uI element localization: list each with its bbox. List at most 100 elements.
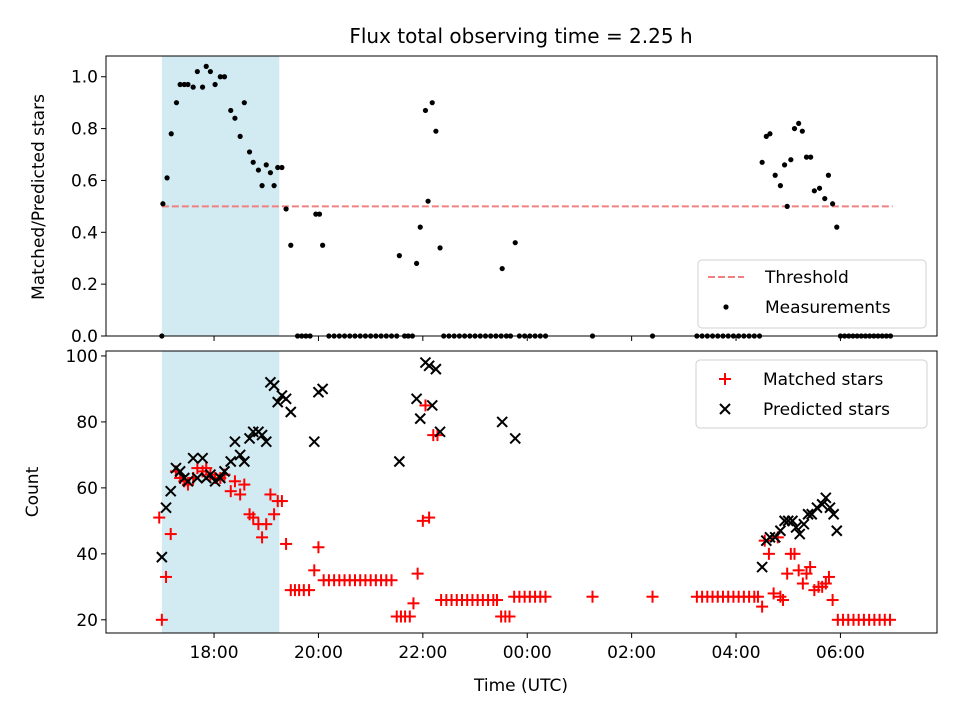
predicted-point — [774, 525, 787, 537]
matched-point — [153, 511, 166, 524]
y-tick-label: 0.6 — [71, 171, 98, 191]
measurement-point — [173, 100, 180, 106]
predicted-point — [430, 363, 442, 375]
matched-point — [280, 537, 293, 550]
legend-predicted-label: Predicted stars — [763, 400, 890, 420]
measurement-point — [788, 157, 794, 163]
matched-point — [796, 577, 809, 590]
top-legend: Threshold Measurements — [697, 259, 927, 329]
matched-point — [777, 594, 790, 607]
predicted-point — [824, 501, 836, 514]
measurement-point — [437, 245, 443, 251]
predicted-point — [308, 435, 320, 448]
matched-point — [788, 547, 801, 560]
measurement-point — [259, 183, 265, 189]
predicted-point — [496, 416, 508, 428]
measurement-point — [811, 188, 817, 194]
matched-point — [822, 570, 835, 583]
predicted-point — [174, 465, 186, 478]
matched-point — [200, 462, 213, 475]
measurement-point — [160, 201, 166, 207]
predicted-point — [165, 485, 177, 497]
chart-title: Flux total observing time = 2.25 h — [349, 24, 692, 48]
measurement-point — [194, 68, 200, 75]
legend-matched-label: Matched stars — [763, 370, 883, 390]
measurement-point — [767, 131, 773, 137]
predicted-point — [509, 432, 521, 445]
y-tick-label: 60 — [76, 479, 98, 499]
matched-point — [819, 577, 832, 590]
measurement-point — [232, 115, 238, 121]
measurement-point — [250, 159, 256, 165]
measurement-point — [803, 154, 810, 160]
matched-point — [751, 590, 764, 603]
measurement-point — [763, 133, 769, 139]
matched-point — [781, 567, 794, 580]
measurement-point — [263, 162, 269, 168]
predicted-point — [794, 528, 806, 540]
predicted-point — [827, 508, 840, 520]
matched-point — [164, 528, 177, 541]
measurement-point — [425, 198, 431, 204]
predicted-point — [214, 472, 227, 484]
measurement-point — [241, 100, 247, 106]
x-tick-label: 20:00 — [294, 643, 343, 663]
predicted-point — [268, 379, 280, 392]
predicted-point — [280, 393, 292, 405]
predicted-point — [238, 455, 251, 468]
measurement-point — [830, 201, 836, 207]
predicted-point — [156, 551, 168, 563]
matched-point — [228, 475, 241, 488]
matched-point — [800, 567, 813, 580]
x-tick-label: 06:00 — [816, 643, 865, 663]
predicted-point — [790, 521, 802, 534]
y-tick-label: 80 — [76, 413, 98, 433]
bottom-x-ticks: 18:00 20:00 22:00 00:00 02:00 04:00 06:00 — [190, 633, 865, 663]
bottom-y-ticks: 20 40 60 80 100 — [66, 347, 106, 631]
measurement-point — [417, 224, 423, 230]
measurement-point — [164, 175, 170, 181]
measurement-point — [316, 211, 323, 217]
measurement-point — [181, 81, 187, 88]
predicted-point — [256, 429, 268, 441]
measurement-point — [781, 162, 788, 168]
predicted-point — [426, 399, 438, 412]
predicted-point — [272, 396, 284, 408]
matched-point — [247, 511, 260, 524]
x-tick-label: 18:00 — [190, 643, 239, 663]
bottom-observing-window-shade — [161, 351, 280, 633]
predicted-point — [410, 393, 423, 405]
measurement-point — [422, 107, 429, 114]
y-tick-label: 40 — [76, 545, 98, 565]
measurement-point — [267, 170, 274, 176]
matched-point — [792, 564, 805, 577]
x-tick-label: 00:00 — [503, 643, 552, 663]
x-axis-label: Time (UTC) — [473, 676, 568, 696]
measurement-point — [271, 183, 277, 189]
matched-point — [416, 514, 429, 527]
predicted-point — [260, 435, 272, 448]
x-tick-label: 22:00 — [398, 643, 447, 663]
predicted-point — [831, 525, 843, 537]
measurement-point — [512, 240, 518, 246]
predicted-point — [764, 531, 776, 544]
x-tick-label: 02:00 — [607, 643, 656, 663]
measurement-point — [279, 164, 285, 171]
predicted-stars-layer — [156, 356, 843, 573]
measurement-point — [255, 167, 262, 173]
predicted-point — [160, 501, 172, 514]
matched-point — [756, 600, 769, 613]
legend-predicted-swatch — [719, 403, 731, 415]
x-tick-label: 04:00 — [712, 643, 761, 663]
y-tick-label: 0.4 — [71, 223, 98, 243]
matched-point — [268, 508, 281, 521]
predicted-point — [285, 406, 297, 418]
bottom-panel: 20 40 60 80 100 18:00 20:00 22:00 00:00 02:00 04:… — [23, 347, 938, 696]
measurement-point — [825, 172, 832, 178]
measurement-point — [433, 128, 439, 134]
matched-point — [762, 547, 775, 560]
measurement-point — [203, 63, 209, 69]
matched-point — [490, 594, 503, 607]
predicted-point — [191, 472, 204, 484]
